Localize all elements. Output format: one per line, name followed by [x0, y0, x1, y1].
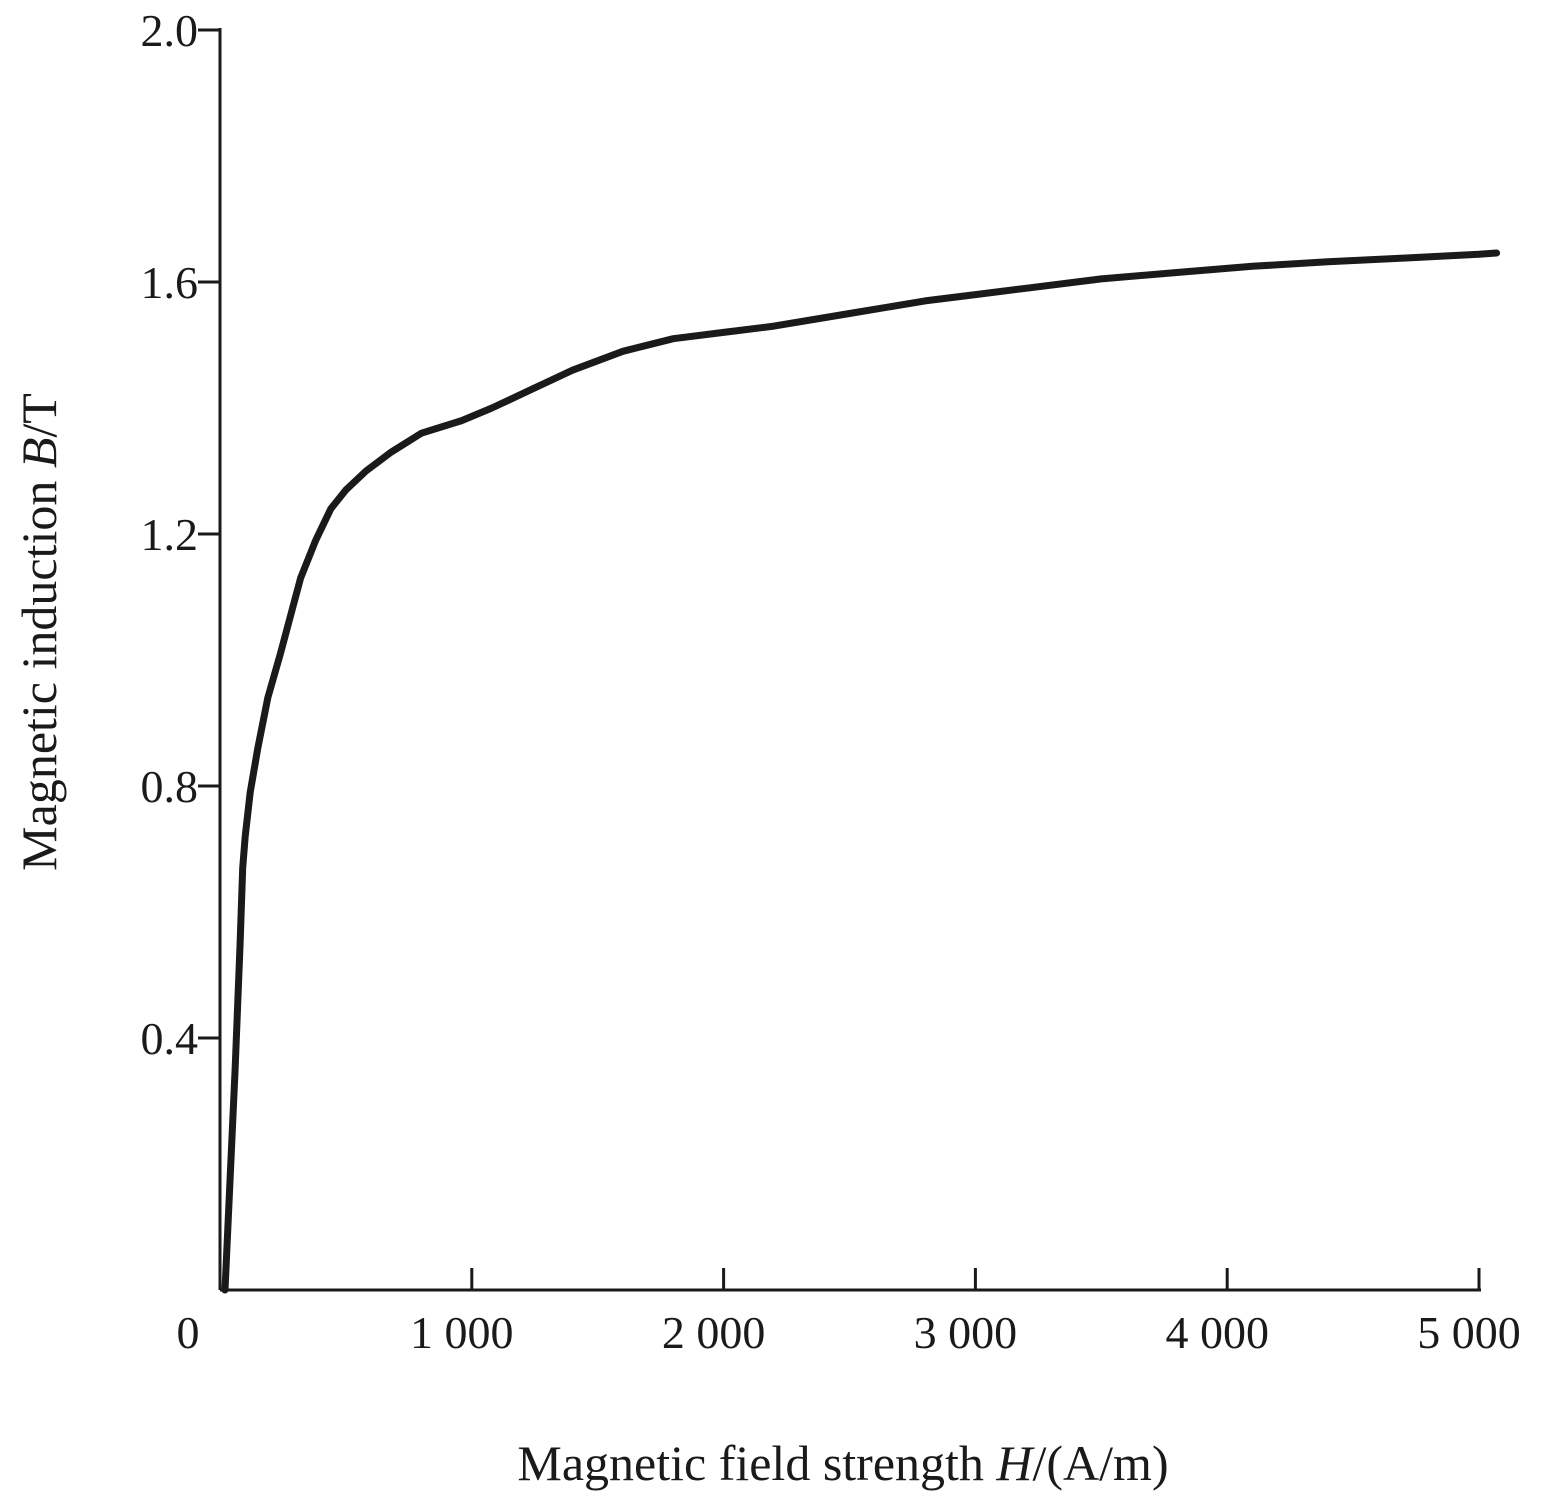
series-line: [221, 249, 1501, 1294]
x-axis-title-prefix: Magnetic field strength: [517, 1435, 996, 1491]
x-axis-title-symbol: H: [995, 1435, 1035, 1491]
x-tick-label: 3 000: [914, 1307, 1018, 1358]
y-tick-label: 1.2: [141, 509, 199, 560]
y-axis-title: Magnetic induction B/T: [11, 393, 67, 871]
origin-tick-label: 0: [177, 1307, 200, 1358]
y-tick-label: 1.6: [141, 257, 199, 308]
x-tick-label: 4 000: [1165, 1307, 1269, 1358]
x-ticks: 1 000 2 000 3 000 4 000 5 000: [410, 1268, 1521, 1358]
x-axis-title: Magnetic field strength H/(A/m): [517, 1435, 1168, 1491]
y-tick-label: 0.8: [141, 761, 199, 812]
y-axis-title-suffix: /T: [11, 393, 67, 437]
x-tick-label: 5 000: [1417, 1307, 1521, 1358]
x-tick-label: 1 000: [410, 1307, 514, 1358]
y-ticks: 0.4 0.8 1.2 1.6 2.0: [141, 5, 220, 1064]
x-tick-label: 2 000: [662, 1307, 766, 1358]
y-axis-title-symbol: B: [11, 438, 67, 469]
x-axis-title-suffix: /(A/m): [1033, 1435, 1169, 1491]
y-tick-label: 0.4: [141, 1013, 199, 1064]
axes: [218, 28, 1481, 1292]
y-tick-label: 2.0: [141, 5, 199, 56]
y-axis-title-prefix: Magnetic induction: [11, 468, 67, 871]
